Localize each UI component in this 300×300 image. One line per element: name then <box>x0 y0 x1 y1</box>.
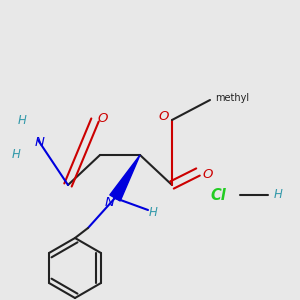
Text: H: H <box>274 188 282 202</box>
Text: methyl: methyl <box>215 93 249 103</box>
Text: O: O <box>98 112 108 124</box>
Text: O: O <box>203 167 213 181</box>
Text: H: H <box>12 148 20 161</box>
Text: N: N <box>35 136 45 148</box>
Text: O: O <box>159 110 169 122</box>
Text: H: H <box>148 206 158 220</box>
Text: H: H <box>18 113 26 127</box>
Polygon shape <box>110 155 140 201</box>
Text: Cl: Cl <box>210 188 226 202</box>
Text: N: N <box>105 196 115 209</box>
